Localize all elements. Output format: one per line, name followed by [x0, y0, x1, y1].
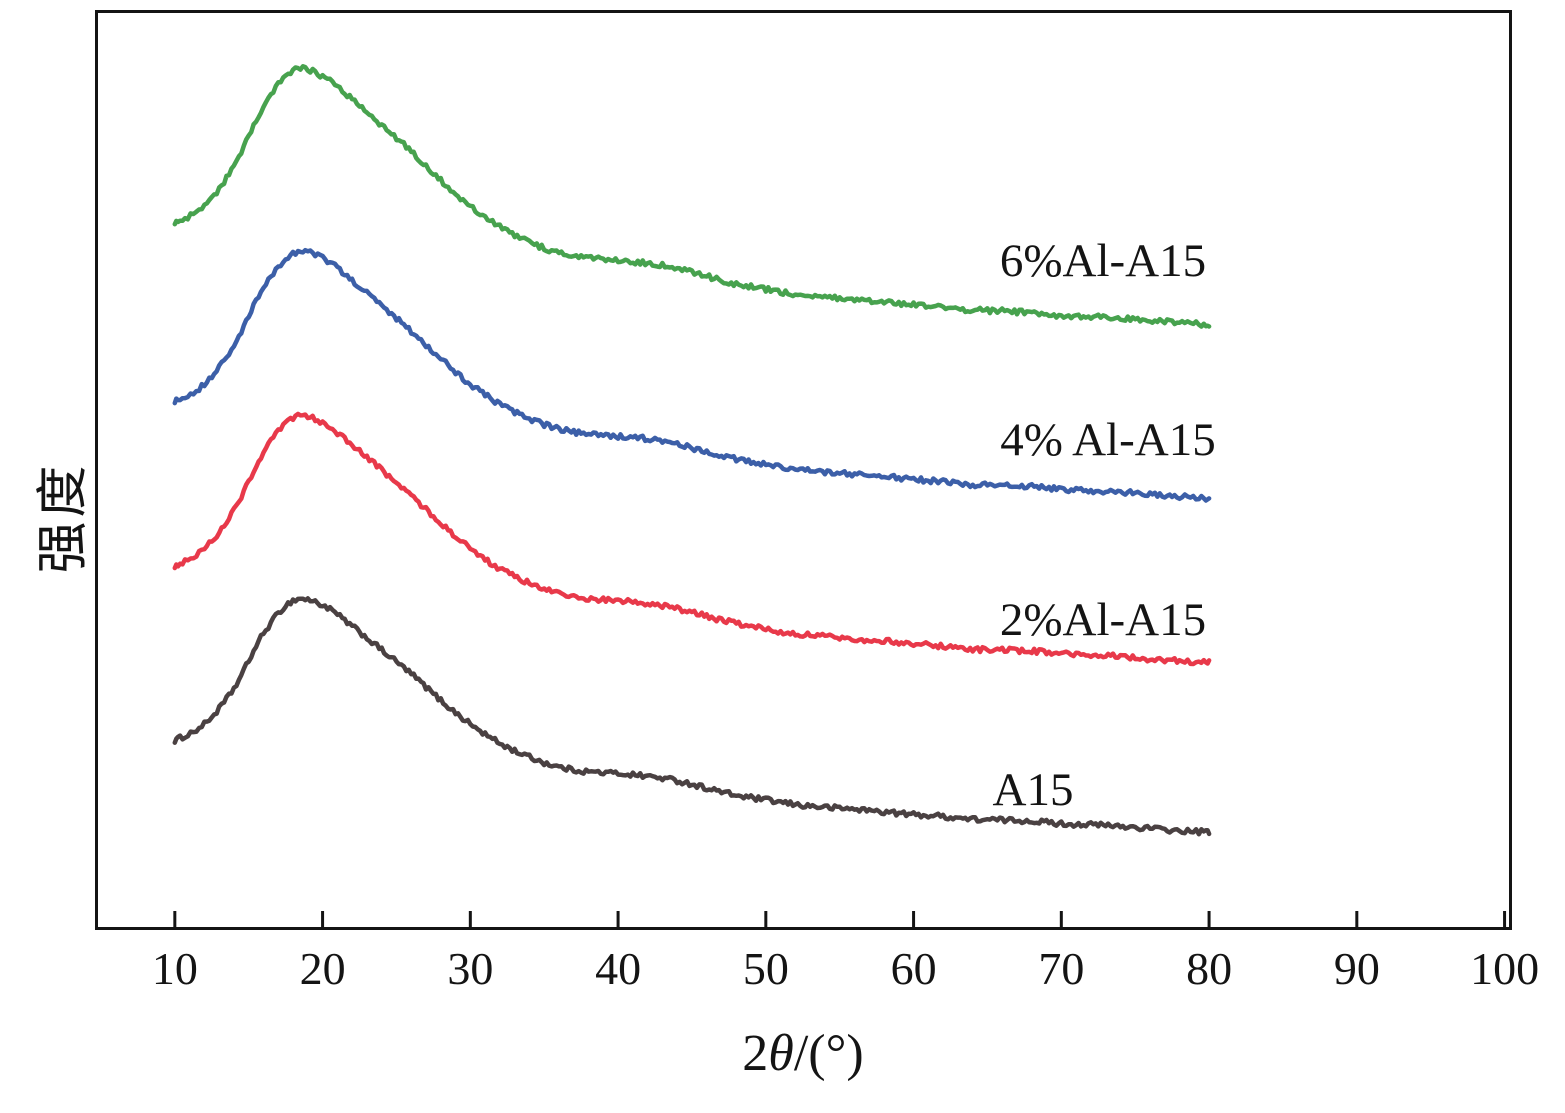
x-tick-label-100: 100	[1470, 943, 1540, 994]
curve-label-6%Al-A15: 6%Al-A15	[999, 235, 1207, 287]
xrd-curves-canvas	[172, 64, 1507, 927]
x-tick-label-80: 80	[1186, 943, 1233, 994]
x-tick-label-70: 70	[1038, 943, 1085, 994]
y-axis-label: 强度	[34, 461, 93, 574]
x-axis-label-prefix: 2	[742, 1025, 769, 1082]
x-tick-label-50: 50	[742, 943, 789, 994]
xrd-curve-4% Al-A15	[172, 247, 1212, 503]
curve-label-2%Al-A15: 2%Al-A15	[999, 594, 1207, 646]
xrd-curve-6%Al-A15	[172, 64, 1212, 329]
curve-label-A15: A15	[992, 764, 1074, 816]
x-tick-label-20: 20	[299, 943, 346, 994]
xrd-curve-2%Al-A15	[172, 411, 1212, 667]
x-axis-label: 2θ/(°)	[742, 1024, 863, 1083]
x-axis-label-theta: θ	[768, 1025, 794, 1082]
x-axis-ticks: 10 20 30 40 50 60 70 80 90 100	[0, 942, 1565, 1002]
plot-area: A15 2%Al-A15 4% Al-A15 6%Al-A15	[95, 10, 1512, 930]
x-axis-label-suffix: /(°)	[793, 1025, 864, 1082]
xrd-curve-A15	[172, 596, 1212, 837]
x-tick-label-30: 30	[447, 943, 494, 994]
x-tick-label-10: 10	[151, 943, 198, 994]
x-tick-label-40: 40	[595, 943, 642, 994]
x-tick-label-60: 60	[890, 943, 937, 994]
curve-label-4% Al-A15: 4% Al-A15	[1000, 414, 1216, 466]
x-tick-label-90: 90	[1333, 943, 1380, 994]
